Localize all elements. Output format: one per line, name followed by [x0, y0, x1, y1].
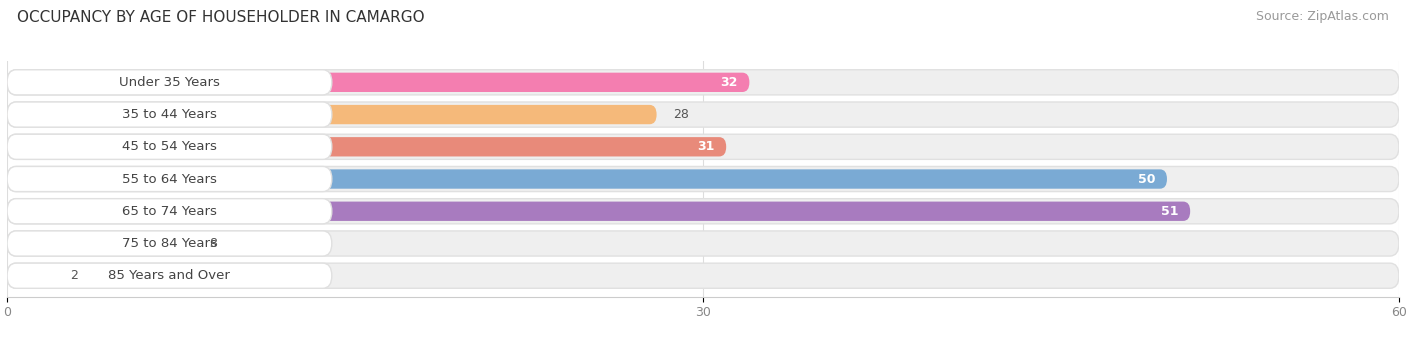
FancyBboxPatch shape [7, 102, 332, 127]
FancyBboxPatch shape [7, 70, 1399, 95]
Text: OCCUPANCY BY AGE OF HOUSEHOLDER IN CAMARGO: OCCUPANCY BY AGE OF HOUSEHOLDER IN CAMAR… [17, 10, 425, 25]
FancyBboxPatch shape [7, 234, 193, 253]
FancyBboxPatch shape [7, 231, 332, 256]
Text: 8: 8 [209, 237, 217, 250]
Text: 45 to 54 Years: 45 to 54 Years [122, 140, 217, 153]
FancyBboxPatch shape [7, 199, 1399, 224]
Text: Source: ZipAtlas.com: Source: ZipAtlas.com [1256, 10, 1389, 23]
FancyBboxPatch shape [7, 166, 1399, 192]
FancyBboxPatch shape [7, 169, 1167, 189]
Text: 2: 2 [70, 269, 77, 282]
Text: 75 to 84 Years: 75 to 84 Years [122, 237, 217, 250]
Text: Under 35 Years: Under 35 Years [120, 76, 219, 89]
FancyBboxPatch shape [7, 263, 332, 288]
Text: 85 Years and Over: 85 Years and Over [108, 269, 231, 282]
FancyBboxPatch shape [7, 70, 332, 95]
Text: 35 to 44 Years: 35 to 44 Years [122, 108, 217, 121]
FancyBboxPatch shape [7, 73, 749, 92]
Text: 51: 51 [1161, 205, 1178, 218]
FancyBboxPatch shape [7, 137, 727, 157]
FancyBboxPatch shape [7, 266, 53, 285]
Text: 50: 50 [1137, 173, 1156, 186]
FancyBboxPatch shape [7, 105, 657, 124]
FancyBboxPatch shape [7, 231, 1399, 256]
Text: 28: 28 [673, 108, 689, 121]
FancyBboxPatch shape [7, 166, 332, 192]
FancyBboxPatch shape [7, 102, 1399, 127]
FancyBboxPatch shape [7, 263, 1399, 288]
Text: 65 to 74 Years: 65 to 74 Years [122, 205, 217, 218]
FancyBboxPatch shape [7, 134, 1399, 159]
Text: 32: 32 [720, 76, 738, 89]
FancyBboxPatch shape [7, 202, 1191, 221]
FancyBboxPatch shape [7, 134, 332, 159]
Text: 55 to 64 Years: 55 to 64 Years [122, 173, 217, 186]
Text: 31: 31 [697, 140, 714, 153]
FancyBboxPatch shape [7, 199, 332, 224]
